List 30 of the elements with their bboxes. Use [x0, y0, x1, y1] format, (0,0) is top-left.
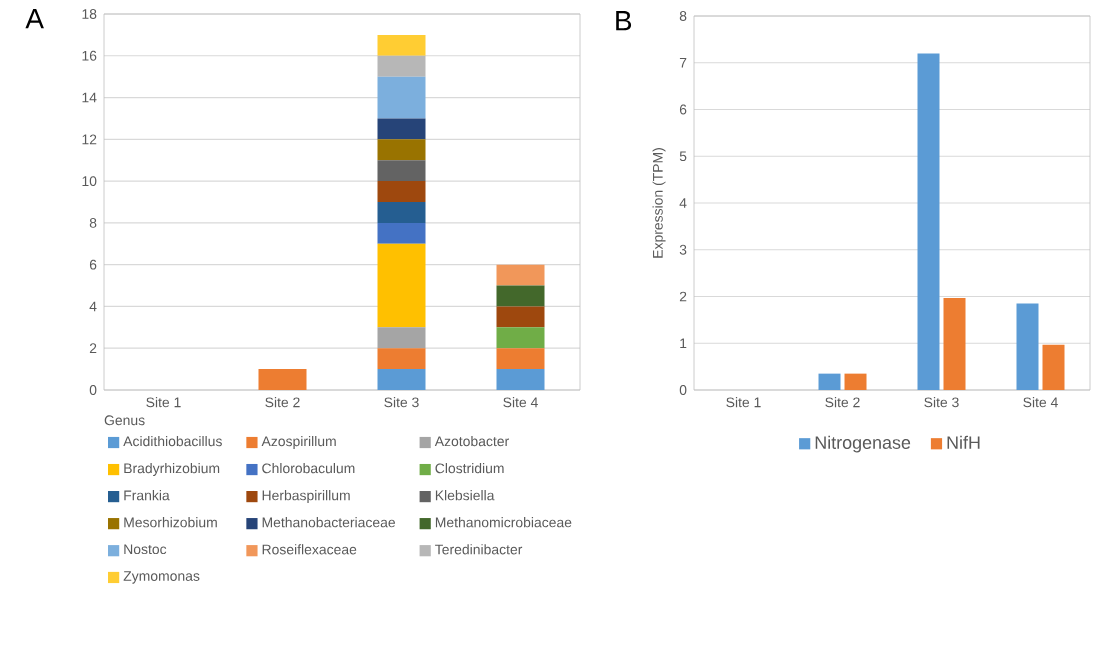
bar	[377, 327, 426, 349]
bar	[377, 139, 426, 161]
bar	[496, 285, 545, 307]
bar	[377, 118, 426, 140]
bar	[377, 222, 426, 244]
bar	[377, 243, 426, 328]
chart-title: B	[616, 11, 632, 31]
bar	[258, 369, 307, 390]
bar	[496, 264, 545, 286]
bar	[496, 306, 545, 328]
bar	[377, 55, 426, 77]
bar	[377, 348, 426, 370]
bar	[943, 297, 966, 390]
bar	[844, 373, 867, 390]
legend-label: NifH	[947, 435, 980, 449]
bar	[377, 181, 426, 202]
bar	[377, 202, 426, 223]
bar	[377, 34, 426, 56]
bar	[917, 53, 940, 390]
bar	[496, 348, 545, 370]
bar	[377, 369, 426, 390]
bar	[1042, 344, 1065, 390]
bar	[496, 327, 545, 349]
chart-title: A	[25, 9, 44, 29]
bar	[496, 369, 545, 390]
bar	[377, 76, 426, 119]
legend-label: Nitrogenase	[815, 435, 911, 453]
bar	[818, 373, 841, 390]
bar	[377, 160, 426, 182]
bar	[1016, 303, 1039, 390]
